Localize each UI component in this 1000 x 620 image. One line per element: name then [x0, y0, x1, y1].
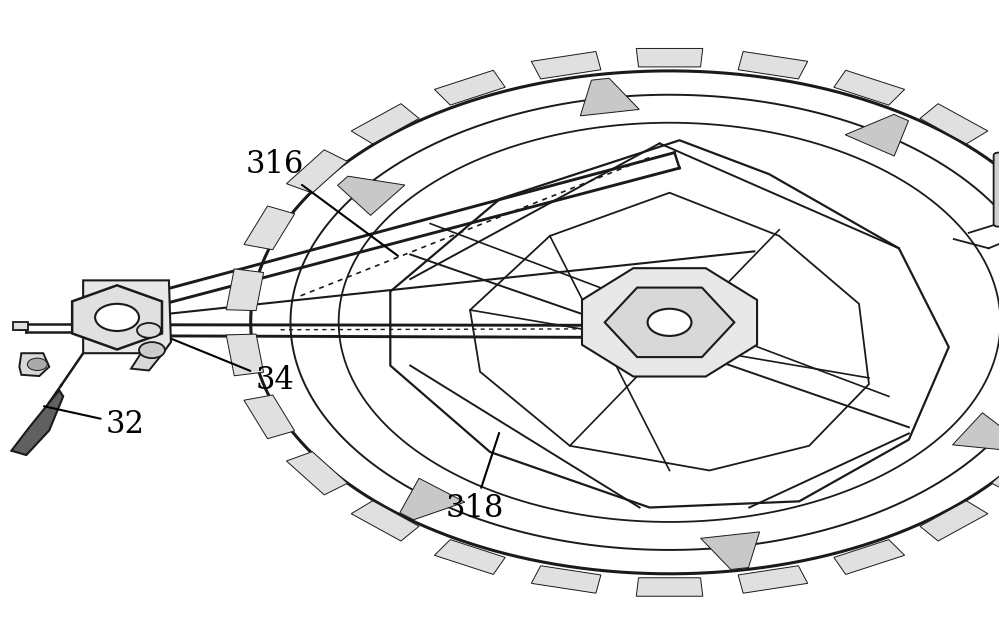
- Polygon shape: [434, 539, 505, 574]
- Circle shape: [648, 309, 691, 336]
- Circle shape: [27, 358, 47, 371]
- FancyBboxPatch shape: [994, 153, 1000, 227]
- Polygon shape: [738, 566, 808, 593]
- Text: 316: 316: [246, 149, 398, 256]
- Circle shape: [137, 323, 161, 338]
- Polygon shape: [582, 268, 757, 376]
- Polygon shape: [834, 539, 905, 574]
- Polygon shape: [400, 478, 465, 520]
- Polygon shape: [351, 501, 419, 541]
- Polygon shape: [351, 104, 419, 144]
- Polygon shape: [244, 206, 295, 250]
- Polygon shape: [992, 150, 1000, 193]
- Circle shape: [95, 304, 139, 331]
- Polygon shape: [83, 280, 171, 353]
- Polygon shape: [226, 334, 264, 376]
- Polygon shape: [244, 395, 295, 439]
- Polygon shape: [953, 413, 1000, 451]
- Polygon shape: [636, 578, 703, 596]
- Circle shape: [139, 342, 165, 358]
- Polygon shape: [738, 51, 808, 79]
- Polygon shape: [580, 78, 639, 116]
- Polygon shape: [72, 285, 162, 350]
- Polygon shape: [605, 288, 734, 357]
- Polygon shape: [11, 390, 63, 455]
- Polygon shape: [531, 51, 601, 79]
- Bar: [13, 322, 28, 330]
- Polygon shape: [834, 70, 905, 105]
- Text: 34: 34: [171, 339, 294, 396]
- Polygon shape: [845, 115, 909, 156]
- Polygon shape: [531, 566, 601, 593]
- Polygon shape: [338, 176, 405, 215]
- Polygon shape: [19, 353, 49, 376]
- Polygon shape: [920, 501, 988, 541]
- Polygon shape: [636, 48, 703, 67]
- Polygon shape: [701, 532, 760, 570]
- Polygon shape: [286, 451, 348, 495]
- Polygon shape: [920, 104, 988, 144]
- Text: 318: 318: [445, 433, 504, 525]
- Polygon shape: [131, 353, 163, 371]
- Polygon shape: [992, 451, 1000, 495]
- Polygon shape: [226, 269, 264, 311]
- Text: 32: 32: [44, 406, 145, 440]
- Polygon shape: [286, 150, 348, 193]
- Polygon shape: [434, 70, 505, 105]
